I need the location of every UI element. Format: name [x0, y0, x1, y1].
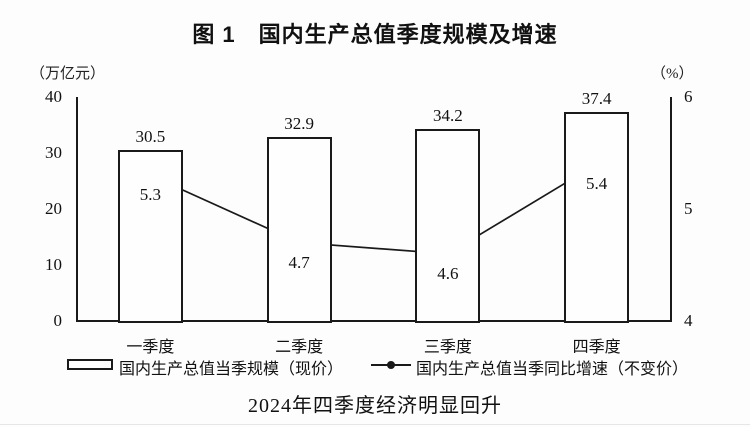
chart-title: 图 1 国内生产总值季度规模及增速: [192, 22, 558, 47]
legend-bar-label: 国内生产总值当季规模（现价）: [119, 361, 344, 378]
x-axis-category-label: 三季度: [423, 339, 472, 356]
bar-value-label: 30.5: [135, 127, 166, 147]
bottom-divider: [0, 424, 750, 425]
legend-line-label: 国内生产总值当季同比增速（不变价）: [416, 361, 689, 378]
line-value-label: 4.6: [437, 263, 459, 283]
legend-line-dot-icon: [387, 361, 395, 369]
left-axis-tick-label: 30: [45, 143, 62, 162]
left-axis-tick-label: 10: [45, 255, 62, 274]
line-value-label: 5.4: [586, 174, 608, 194]
legend: 国内生产总值当季规模（现价） 国内生产总值当季同比增速（不变价）: [0, 353, 750, 378]
chart-caption: 2024年四季度经济明显回升: [248, 395, 502, 417]
right-axis-tick-label: 6: [684, 87, 693, 106]
bar-value-label: 37.4: [581, 88, 612, 108]
growth-line-path: [150, 163, 598, 255]
right-axis-unit-label: （%）: [651, 66, 694, 82]
line-value-label: 5.3: [139, 185, 161, 205]
bar: [266, 136, 332, 323]
right-axis-tick-label: 5: [684, 199, 693, 218]
right-axis-tick-label: 4: [684, 311, 693, 330]
bar-value-label: 32.9: [284, 113, 314, 133]
x-axis-category-label: 四季度: [572, 339, 621, 356]
left-axis-tick-label: 40: [45, 87, 62, 106]
bar: [415, 129, 481, 323]
bar: [564, 111, 630, 323]
legend-bar-swatch-icon: [67, 359, 113, 370]
left-axis-tick-label: 20: [45, 199, 62, 218]
legend-line-swatch-icon: [371, 361, 411, 369]
right-y-axis-line: [670, 97, 672, 322]
left-y-axis-line: [76, 97, 78, 322]
left-axis-tick-label: 0: [53, 311, 63, 330]
bar: [117, 150, 183, 323]
bar-value-label: 34.2: [433, 106, 463, 126]
x-axis-category-label: 二季度: [275, 339, 324, 356]
left-axis-unit-label: （万亿元）: [30, 66, 106, 82]
line-value-label: 4.7: [288, 252, 310, 272]
x-axis-category-label: 一季度: [126, 339, 175, 356]
x-axis-line: [76, 320, 672, 322]
